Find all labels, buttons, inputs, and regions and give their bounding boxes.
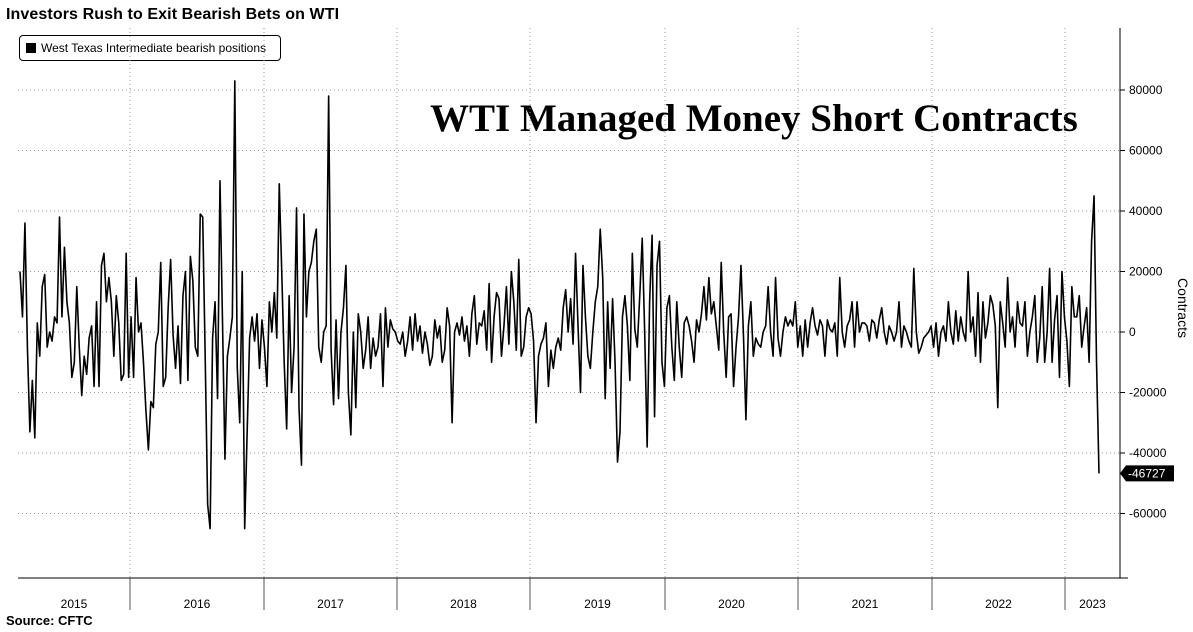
y-axis-title: Contracts bbox=[1175, 278, 1191, 338]
y-tick-label: 60000 bbox=[1129, 144, 1163, 158]
x-tick-label: 2016 bbox=[184, 597, 211, 611]
y-tick-label: 0 bbox=[1129, 325, 1136, 339]
last-value-tag: -46727 bbox=[1120, 465, 1174, 482]
legend-swatch bbox=[26, 43, 36, 53]
y-tick-label: -40000 bbox=[1129, 446, 1167, 460]
y-tick-label: 20000 bbox=[1129, 265, 1163, 279]
x-tick-label: 2019 bbox=[584, 597, 611, 611]
tick-labels: 80000 60000 40000 20000 0 -20000 -40000 -60000 2… bbox=[61, 83, 1174, 611]
source-note: Source: CFTC bbox=[6, 613, 93, 628]
last-value-label: -46727 bbox=[1128, 466, 1166, 480]
overlay-title: WTI Managed Money Short Contracts bbox=[430, 97, 1078, 140]
y-tick-label: 80000 bbox=[1129, 83, 1163, 97]
series-layer bbox=[19, 80, 1100, 530]
x-tick-label: 2020 bbox=[718, 597, 745, 611]
x-tick-label: 2022 bbox=[985, 597, 1012, 611]
x-tick-label: 2015 bbox=[61, 597, 88, 611]
last-value-tag-bg bbox=[1120, 465, 1174, 482]
legend-label: West Texas Intermediate bearish position… bbox=[41, 41, 267, 55]
y-tick-label: 40000 bbox=[1129, 204, 1163, 218]
x-tick-label: 2021 bbox=[852, 597, 879, 611]
series-line bbox=[19, 80, 1100, 530]
chart-title: Investors Rush to Exit Bearish Bets on W… bbox=[6, 6, 340, 23]
y-tick-label: -60000 bbox=[1129, 507, 1167, 521]
x-tick-label: 2023 bbox=[1079, 597, 1106, 611]
axes bbox=[18, 28, 1128, 610]
legend: West Texas Intermediate bearish position… bbox=[19, 35, 281, 61]
x-tick-label: 2018 bbox=[450, 597, 477, 611]
y-tick-label: -20000 bbox=[1129, 386, 1167, 400]
x-tick-label: 2017 bbox=[317, 597, 344, 611]
